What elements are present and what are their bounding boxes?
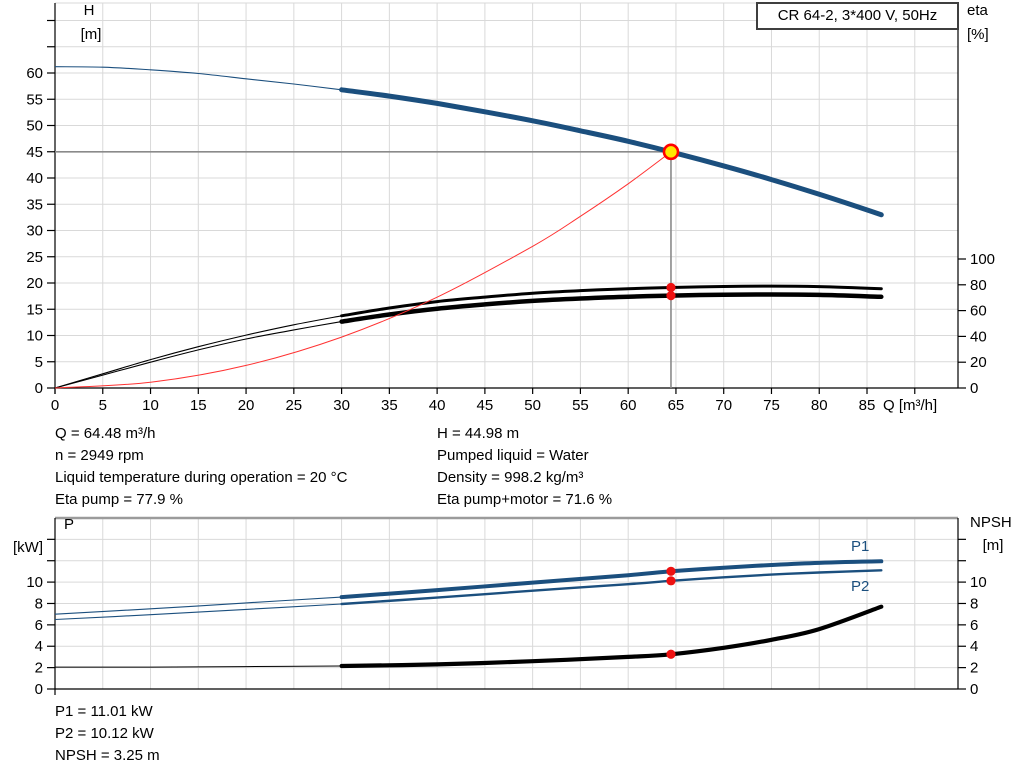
x-axis-tick-label: 50 — [524, 397, 541, 414]
duty-dot-eta_pump — [666, 282, 676, 293]
duty-dot-p1 — [666, 566, 676, 576]
right-axis-tick-label: 0 — [970, 681, 978, 698]
duty-dot-npsh — [666, 649, 676, 659]
power-info-column: P1 = 11.01 kW P2 = 10.12 kW NPSH = 3.25 m — [55, 701, 160, 767]
left-axis-tick-label: 0 — [35, 380, 43, 397]
operating-point-marker — [662, 143, 680, 161]
left-axis-tick-label: 35 — [26, 196, 43, 213]
curve-p1-thin — [54, 596, 342, 615]
npsh-axis-unit-label: [m] — [982, 537, 1004, 554]
info-line: P1 = 11.01 kW — [55, 703, 153, 720]
left-axis-tick-label: 60 — [26, 65, 43, 82]
x-axis-tick-label: 75 — [763, 397, 780, 414]
x-axis-tick-label: 25 — [285, 397, 302, 414]
info-line: Pumped liquid = Water — [437, 447, 589, 464]
left-axis-tick-label: 15 — [26, 301, 43, 318]
info-line: Density = 998.2 kg/m³ — [437, 469, 584, 486]
duty-dot-eta_pump_motor — [666, 291, 676, 301]
info-line: P2 = 10.12 kW — [55, 725, 154, 742]
duty-info-right-column: H = 44.98 m Pumped liquid = Water Density … — [437, 423, 612, 511]
curve-p1 — [339, 559, 884, 600]
info-line: Liquid temperature during operation = 20… — [55, 469, 348, 486]
x-axis-tick-label: 40 — [429, 397, 446, 414]
x-axis-tick-label: 45 — [477, 397, 494, 414]
x-axis-tick-label: 70 — [715, 397, 732, 414]
x-axis-tick-label: 5 — [99, 397, 107, 414]
left-axis-tick-label: 25 — [26, 249, 43, 266]
curve-eta_pump — [340, 284, 883, 318]
left-axis-tick-label: 0 — [35, 681, 43, 698]
left-axis-tick-label: 30 — [26, 223, 43, 240]
h-axis-label: H — [83, 2, 95, 19]
curve-head — [339, 87, 884, 218]
left-axis-tick-label: 20 — [26, 275, 43, 292]
left-axis-tick-label: 40 — [26, 170, 43, 187]
info-line: n = 2949 rpm — [55, 447, 144, 464]
x-axis-tick-label: 30 — [333, 397, 350, 414]
right-axis-tick-label: 100 — [970, 251, 995, 268]
x-axis-tick-label: 10 — [142, 397, 159, 414]
left-axis-tick-label: 50 — [26, 118, 43, 135]
left-axis-tick-label: 4 — [35, 638, 43, 655]
p-axis-label: P — [63, 516, 74, 533]
left-axis-tick-label: 55 — [26, 91, 43, 108]
curve-system_curve — [54, 151, 672, 389]
right-axis-tick-label: 20 — [970, 354, 987, 371]
curve-eta_pump_motor-thin — [54, 321, 342, 389]
duty-info-left-column: Q = 64.48 m³/h n = 2949 rpm Liquid tempera… — [55, 423, 347, 511]
right-axis-tick-label: 2 — [970, 660, 978, 677]
info-line: Q = 64.48 m³/h — [55, 425, 156, 442]
p-axis-unit-label: [kW] — [13, 539, 43, 556]
left-axis-tick-label: 6 — [35, 617, 43, 634]
info-line: Eta pump+motor = 71.6 % — [437, 491, 613, 508]
x-axis-tick-label: 80 — [811, 397, 828, 414]
right-axis-tick-label: 6 — [970, 617, 978, 634]
x-axis-tick-label: 85 — [859, 397, 876, 414]
duty-dot-p2 — [666, 576, 676, 586]
curve-p2-thin — [54, 603, 342, 621]
right-axis-tick-label: 60 — [970, 303, 987, 320]
eta-axis-label: eta — [967, 2, 988, 19]
left-axis-tick-label: 45 — [26, 144, 43, 161]
npsh-axis-label: NPSH — [970, 514, 1012, 531]
h-axis-unit-label: [m] — [80, 26, 102, 43]
left-axis-tick-label: 10 — [26, 328, 43, 345]
right-axis-tick-label: 8 — [970, 595, 978, 612]
curve-npsh-thin — [54, 665, 342, 668]
right-axis-tick-label: 80 — [970, 277, 987, 294]
p2-curve-label: P2 — [851, 578, 870, 595]
curve-p2 — [340, 569, 883, 606]
x-axis-tick-label: 60 — [620, 397, 637, 414]
left-axis-tick-label: 10 — [26, 574, 43, 591]
x-axis-tick-label: 55 — [572, 397, 589, 414]
right-axis-tick-label: 40 — [970, 328, 987, 345]
pump-model-title: CR 64-2, 3*400 V, 50Hz — [756, 2, 959, 30]
x-axis-tick-label: 0 — [51, 397, 59, 414]
x-axis-tick-label: 65 — [668, 397, 685, 414]
info-line: NPSH = 3.25 m — [55, 747, 160, 764]
p1-curve-label: P1 — [851, 538, 870, 555]
x-axis-tick-label: 20 — [238, 397, 255, 414]
left-axis-tick-label: 8 — [35, 595, 43, 612]
x-axis-tick-label: 35 — [381, 397, 398, 414]
left-axis-tick-label: 5 — [35, 354, 43, 371]
left-axis-tick-label: 2 — [35, 660, 43, 677]
curve-head-thin — [54, 66, 342, 91]
info-line: H = 44.98 m — [437, 425, 520, 442]
curve-npsh — [339, 604, 884, 669]
info-line: Eta pump = 77.9 % — [55, 491, 183, 508]
q-axis-label: Q [m³/h] — [883, 397, 938, 414]
curve-eta_pump-thin — [54, 315, 342, 389]
right-axis-tick-label: 10 — [970, 574, 987, 591]
right-axis-tick-label: 0 — [970, 380, 978, 397]
curve-eta_pump_motor — [339, 292, 884, 324]
x-axis-tick-label: 15 — [190, 397, 207, 414]
right-axis-tick-label: 4 — [970, 638, 978, 655]
eta-axis-unit-label: [%] — [967, 26, 989, 43]
